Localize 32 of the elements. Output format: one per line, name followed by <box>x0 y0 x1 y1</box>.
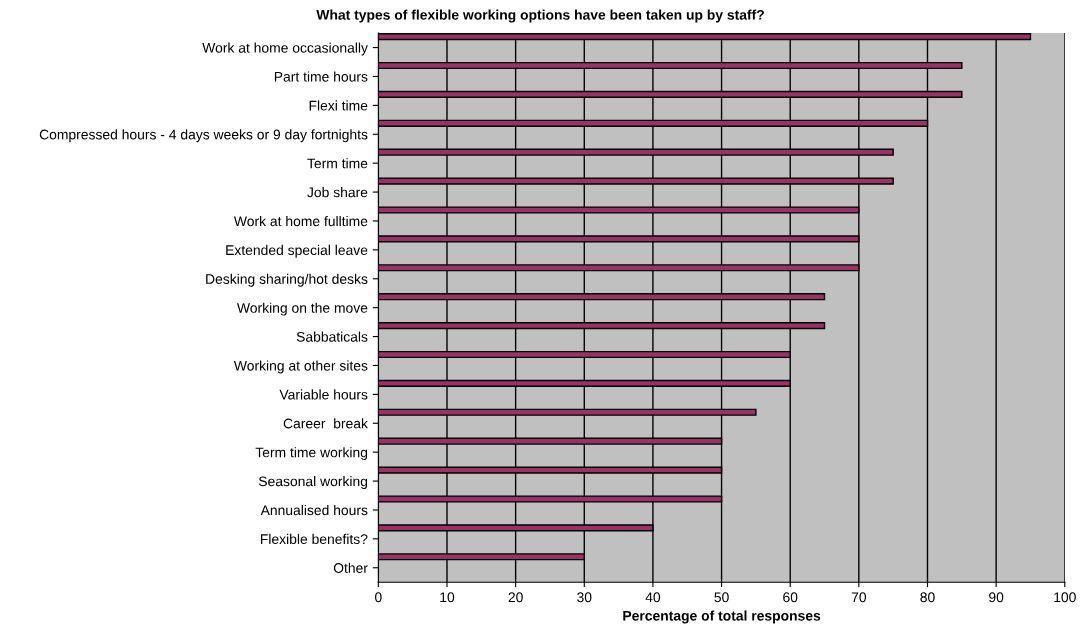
y-tick-label: Annualised hours <box>260 504 368 516</box>
x-axis-title: Percentage of total responses <box>623 610 821 624</box>
x-tick-label: 40 <box>645 592 661 603</box>
x-tick-label: 90 <box>989 592 1004 603</box>
y-tick-label: Job share <box>307 187 368 198</box>
x-tick-label: 70 <box>851 592 867 603</box>
y-tick-label: Flexible benefits? <box>260 533 368 545</box>
y-tick-label: Seasonal working <box>258 476 368 489</box>
y-tick-label: Variable hours <box>279 389 368 400</box>
x-tick-label: 80 <box>920 592 935 603</box>
x-tick-label: 100 <box>1054 592 1076 603</box>
y-tick-label: Working on the move <box>237 302 368 316</box>
x-tick-label: 0 <box>375 592 382 603</box>
y-tick-label: Other <box>333 562 368 573</box>
y-tick-label: Flexi time <box>309 100 368 111</box>
y-tick-label: Career break <box>283 418 368 429</box>
x-tick-label: 60 <box>783 592 798 603</box>
y-tick-label: Desking sharing/hot desks <box>206 273 368 287</box>
y-tick-label: Term time working <box>255 447 368 461</box>
x-tick-label: 50 <box>714 592 729 603</box>
y-tick-label: Extended special leave <box>226 244 368 258</box>
x-tick-label: 30 <box>577 592 592 603</box>
y-tick-label: Sabbaticals <box>296 331 368 342</box>
y-tick-label: Compressed hours - 4 days weeks or 9 day fortnights <box>39 129 368 143</box>
y-tick-label: Work at home fulltime <box>233 215 368 227</box>
x-tick-label: 10 <box>440 592 455 603</box>
y-tick-label: Work at home occasionally <box>202 42 368 56</box>
x-tick-label: 20 <box>508 592 523 603</box>
y-tick-label: Working at other sites <box>233 360 368 374</box>
y-tick-label: Term time <box>307 158 368 169</box>
chart-title: What types of flexible working options have been taken up by staff? <box>316 9 764 23</box>
y-tick-label: Part time hours <box>274 71 368 82</box>
